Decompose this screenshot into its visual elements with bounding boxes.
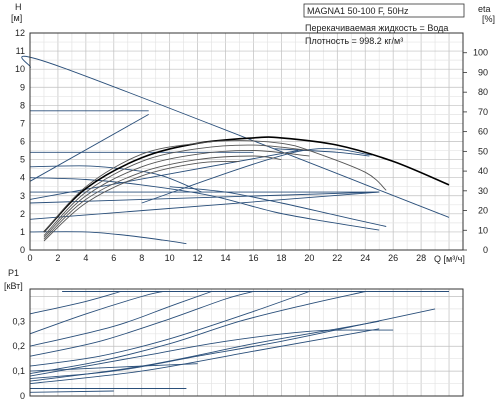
x-tick-label: 28 <box>416 253 426 263</box>
x-axis-label: Q [м³/ч] <box>434 254 465 264</box>
y-tick-label: 8 <box>20 100 25 110</box>
power-curve <box>29 329 394 377</box>
y2-tick-label: 10 <box>478 225 488 235</box>
head-eta-ticks: 0 2 4 6 8 10 12 14 16 18 20 22 24 26 28012345678910111… <box>15 28 488 263</box>
head-curve <box>29 191 380 220</box>
y-tick-label: 5 <box>20 155 25 165</box>
power-y-tick-label: 0,3 <box>12 316 25 326</box>
head-curve <box>29 191 380 204</box>
y-tick-label: 11 <box>16 46 25 56</box>
head-curve <box>29 114 149 182</box>
power-curve <box>29 291 163 335</box>
power-curve <box>29 291 366 375</box>
power-curves <box>29 291 449 393</box>
fluid-info: Перекачиваемая жидкость = Вода <box>305 23 448 33</box>
y-axis-label-name: H <box>15 2 22 12</box>
power-y-axis-label-name: P1 <box>8 268 19 278</box>
head-curve <box>274 148 370 157</box>
y-tick-label: 2 <box>20 209 25 219</box>
head-curve <box>29 231 187 245</box>
x-tick-label: 10 <box>165 253 175 263</box>
x-tick-label: 0 <box>27 253 32 263</box>
power-curve <box>29 291 254 357</box>
x-tick-label: 26 <box>388 253 398 263</box>
y2-tick-label: 30 <box>478 186 488 196</box>
y2-tick-label: 60 <box>478 127 488 137</box>
power-curve <box>29 328 380 385</box>
power-curve <box>29 291 310 367</box>
power-curve <box>29 390 114 393</box>
x-tick-label: 24 <box>360 253 370 263</box>
x-tick-label: 20 <box>304 253 314 263</box>
title-box <box>303 3 465 18</box>
y-tick-label: 0 <box>20 245 25 255</box>
head-curve <box>29 177 380 231</box>
density-info: Плотность = 998.2 кг/м³ <box>305 36 403 46</box>
head-curve <box>43 140 387 233</box>
y2-tick-label: 100 <box>473 48 488 58</box>
y2-tick-label: 40 <box>478 166 488 176</box>
head-curve <box>21 55 450 218</box>
y-tick-label: 4 <box>20 173 25 183</box>
power-y-axis-label-unit: [кВт] <box>4 281 23 291</box>
y2-tick-label: 90 <box>478 67 488 77</box>
y2-tick-label: 0 <box>483 245 488 255</box>
x-tick-label: 6 <box>111 253 116 263</box>
x-tick-label: 2 <box>55 253 60 263</box>
y2-tick-label: 20 <box>478 206 488 216</box>
power-ticks: 0 0,1 0,2 0,3 <box>12 316 25 400</box>
power-curve <box>29 291 212 347</box>
power-plot-frame <box>29 288 464 397</box>
y-tick-label: 12 <box>15 28 25 38</box>
power-y-tick-label: 0,2 <box>12 341 25 351</box>
y2-axis-label-name: eta <box>478 4 491 14</box>
power-grid <box>30 289 463 396</box>
head-eta-curves <box>21 55 450 245</box>
head-curve <box>43 160 240 242</box>
head-curve <box>43 144 310 236</box>
y-axis-label-unit: [м] <box>11 13 22 23</box>
x-tick-label: 16 <box>248 253 258 263</box>
y-tick-label: 9 <box>20 82 25 92</box>
power-y-tick-label: 0 <box>20 391 25 400</box>
head-curve <box>43 155 282 240</box>
head-curve <box>169 186 387 227</box>
x-tick-label: 8 <box>139 253 144 263</box>
x-tick-label: 4 <box>83 253 88 263</box>
power-curve <box>29 320 380 382</box>
y-tick-label: 6 <box>20 137 25 147</box>
x-tick-label: 18 <box>276 253 286 263</box>
y-tick-label: 3 <box>20 191 25 201</box>
x-tick-label: 12 <box>193 253 203 263</box>
y-tick-label: 7 <box>20 118 25 128</box>
x-tick-label: 14 <box>221 253 231 263</box>
y2-tick-label: 50 <box>478 146 488 156</box>
y2-axis-label-unit: [%] <box>482 14 495 24</box>
head-curve <box>29 165 202 193</box>
head-eta-plot-frame <box>29 32 464 251</box>
head-curve <box>43 136 450 233</box>
head-curve <box>29 150 299 200</box>
y-tick-label: 10 <box>15 64 25 74</box>
y2-tick-label: 80 <box>478 87 488 97</box>
x-tick-label: 22 <box>332 253 342 263</box>
head-curve <box>43 150 310 238</box>
y2-tick-label: 70 <box>478 107 488 117</box>
chart-title: MAGNA1 50-100 F, 50Hz <box>307 6 409 16</box>
power-curve <box>29 363 198 372</box>
y-tick-label: 1 <box>20 227 25 237</box>
power-curve <box>29 291 121 315</box>
power-y-tick-label: 0,1 <box>12 366 25 376</box>
head-eta-grid <box>30 33 463 250</box>
